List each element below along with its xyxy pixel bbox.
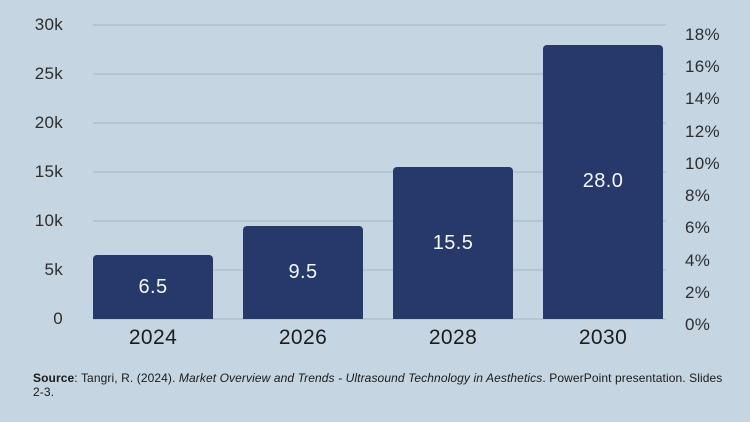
right-axis-tick: 8% — [685, 186, 711, 206]
gridline — [93, 171, 666, 173]
right-axis-tick: 16% — [685, 57, 720, 77]
bar-value-label: 28.0 — [582, 170, 624, 193]
right-axis-tick: 0% — [685, 315, 711, 334]
right-axis-tick: 6% — [685, 218, 711, 238]
left-axis-tick: 10k — [34, 211, 63, 230]
source-title: Market Overview and Trends - Ultrasound … — [178, 371, 543, 385]
source-label: Source — [33, 371, 75, 385]
bar-2024: 6.5 — [93, 255, 213, 319]
source-citation: Source: Tangri, R. (2024). Market Overvi… — [33, 371, 730, 399]
bar-2030: 28.0 — [543, 44, 663, 319]
left-axis-tick: 20k — [34, 113, 63, 132]
right-axis-tick: 12% — [685, 121, 720, 141]
bar-value-label: 15.5 — [432, 231, 474, 254]
gridline — [93, 24, 666, 26]
right-axis-tick: 10% — [685, 153, 720, 173]
source-text-before: : Tangri, R. (2024). — [74, 371, 179, 385]
bar-2028: 15.5 — [393, 167, 513, 319]
right-axis-tick: 4% — [685, 250, 711, 270]
x-axis-label-2026: 2026 — [278, 326, 328, 349]
left-axis-tick: 5k — [44, 260, 63, 279]
bar-value-label: 9.5 — [288, 260, 318, 283]
left-axis-tick: 15k — [34, 162, 63, 181]
gridline — [93, 318, 666, 320]
right-axis-tick: 14% — [685, 89, 720, 109]
gridline — [93, 220, 666, 222]
bar-2026: 9.5 — [243, 225, 363, 319]
gridline — [93, 73, 666, 75]
right-axis-tick: 2% — [685, 282, 711, 302]
left-axis-tick: 0 — [53, 309, 63, 328]
bar-value-label: 6.5 — [138, 275, 168, 298]
left-axis-tick: 30k — [34, 15, 63, 34]
right-axis-tick: 18% — [685, 25, 720, 44]
x-axis-label-2028: 2028 — [428, 326, 478, 349]
left-axis-tick: 25k — [34, 64, 63, 83]
x-axis-label-2030: 2030 — [578, 326, 628, 349]
x-axis-label-2024: 2024 — [128, 326, 178, 349]
source-text-after: . PowerPoint presentation. Slides 2-3. — [33, 371, 723, 399]
gridline — [93, 269, 666, 271]
gridline — [93, 122, 666, 124]
